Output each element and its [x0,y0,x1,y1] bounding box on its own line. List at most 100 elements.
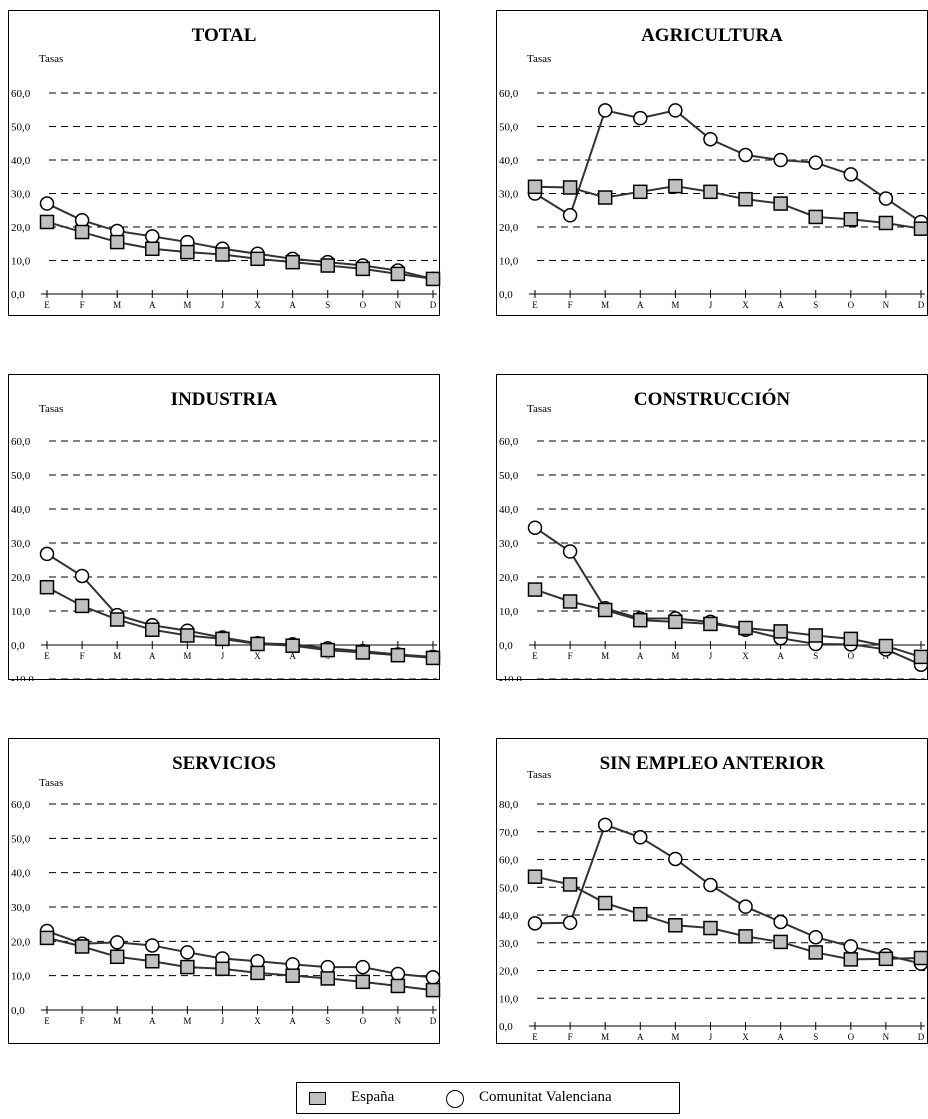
x-tick-label: X [254,1016,261,1026]
y-tick-label: 20,0 [499,572,519,584]
data-point-spain [843,952,859,967]
y-axis-label: Tasas [527,53,552,65]
data-point-spain [145,622,160,637]
data-point-valencia [562,208,578,223]
x-tick-label: A [637,651,644,661]
y-tick-label: 20,0 [11,222,31,234]
y-tick-label: 0,0 [499,640,513,652]
y-axis-label: Tasas [39,403,64,415]
data-point-valencia [668,103,683,118]
data-point-valencia [633,830,648,845]
x-tick-label: E [532,300,538,310]
data-point-spain [109,234,125,250]
data-point-spain [562,877,578,892]
data-point-spain [74,939,90,954]
y-tick-label: 50,0 [11,470,31,482]
y-tick-label: 50,0 [499,882,519,894]
data-point-spain [145,241,160,257]
data-point-valencia [145,229,160,244]
data-point-spain [355,261,371,277]
x-tick-label: F [80,1016,85,1026]
data-point-spain [738,620,753,636]
data-point-spain [527,179,543,195]
data-point-valencia [562,915,578,931]
y-tick-label: 30,0 [499,189,519,201]
x-tick-label: A [289,651,296,661]
data-point-spain [878,951,894,967]
data-point-spain [39,579,55,595]
data-point-spain [878,215,894,231]
y-tick-label: 30,0 [11,902,31,914]
chart-title: SIN EMPLEO ANTERIOR [599,753,825,774]
series-line-spain [46,936,434,992]
y-tick-label: 0,0 [499,289,513,301]
y-axis-label: Tasas [527,403,552,415]
chart-svg: -10,0 0,0 10,0 20,0 30,0 40,0 50,0 60,0 E F M A M J X A… [499,436,928,681]
x-tick-label: J [221,651,225,661]
data-point-spain [215,631,230,647]
data-point-spain [320,642,335,658]
y-tick-label: 40,0 [11,504,31,516]
y-tick-label: 20,0 [499,222,519,234]
y-tick-label: 80,0 [499,799,519,811]
data-point-spain [633,906,648,922]
data-point-valencia [39,546,55,562]
x-tick-label: M [671,651,679,661]
data-point-spain [773,934,788,950]
x-tick-label: N [395,300,402,310]
data-point-valencia [808,155,823,170]
x-tick-label: M [671,300,679,310]
data-point-spain [74,224,90,240]
x-tick-label: F [80,300,85,310]
y-tick-label: 40,0 [499,910,519,922]
x-tick-label: D [430,300,437,310]
y-axis-label: Tasas [527,769,552,781]
x-tick-label: J [709,1032,713,1042]
y-tick-label: 0,0 [11,640,25,652]
x-tick-label: A [289,300,296,310]
data-point-spain [808,945,823,960]
y-tick-label: 30,0 [11,189,31,201]
data-point-valencia [527,520,543,535]
data-point-spain [285,638,300,653]
data-point-valencia [703,877,718,893]
data-point-spain [668,178,683,194]
x-tick-label: A [637,1032,644,1042]
x-tick-label: A [149,1016,156,1026]
x-tick-label: X [254,651,261,661]
y-tick-label: 50,0 [499,470,519,482]
x-tick-label: E [532,651,538,661]
x-tick-label: F [568,651,573,661]
x-tick-label: J [221,300,225,310]
y-tick-label: 10,0 [11,606,31,618]
data-point-valencia [39,196,55,211]
x-tick-label: A [637,300,644,310]
x-tick-label: N [883,300,890,310]
data-point-spain [527,582,543,597]
data-point-valencia [773,914,788,930]
x-tick-label: S [813,1032,818,1042]
x-tick-label: F [568,1032,573,1042]
data-point-spain [425,271,441,287]
data-point-spain [320,258,335,273]
data-point-spain [738,191,753,207]
x-tick-label: E [44,300,50,310]
x-tick-label: A [777,1032,784,1042]
series-line-spain [534,875,922,961]
x-tick-label: X [742,300,749,310]
y-tick-label: 20,0 [11,936,31,948]
y-tick-label: 40,0 [499,504,519,516]
data-point-valencia [668,851,683,867]
x-tick-label: S [325,300,330,310]
legend-label-valencia: Comunitat Valenciana [479,1089,612,1105]
y-tick-label: 60,0 [499,88,519,100]
data-point-spain [597,190,613,205]
data-point-spain [180,959,195,975]
data-point-spain [285,254,300,270]
data-point-spain [180,628,195,643]
data-point-valencia [390,966,406,982]
series-line-spain [46,586,434,659]
x-tick-label: M [113,1016,121,1026]
data-point-valencia [633,110,648,126]
data-point-spain [390,978,406,994]
